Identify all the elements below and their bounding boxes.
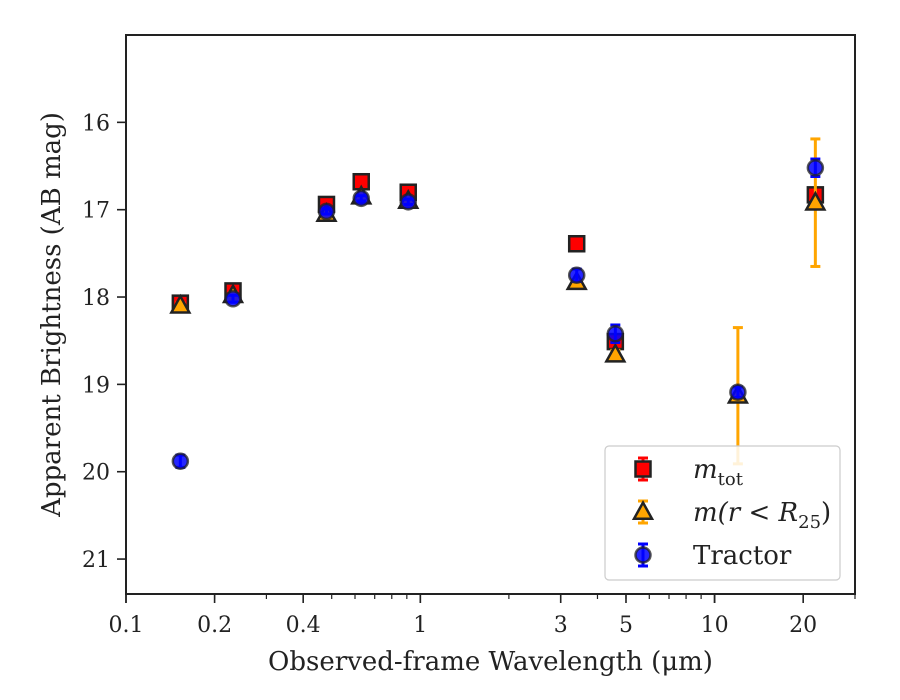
data-marks: [169, 137, 827, 470]
y-tick-label: 17: [82, 199, 110, 224]
data-point: [606, 324, 625, 343]
legend-label-rest: ): [821, 498, 831, 528]
x-tick-label: 3: [554, 613, 568, 638]
y-tick-label: 16: [82, 111, 110, 136]
x-tick-label: 0.1: [109, 613, 144, 638]
legend-label-subscript: tot: [718, 469, 744, 490]
x-axis: 0.1 0.2 0.4 1 3 5 10 20: [109, 594, 856, 638]
x-tick-label: 5: [619, 613, 633, 638]
y-axis-label: Apparent Brightness (AB mag): [37, 112, 67, 518]
legend-marker: [631, 499, 655, 520]
data-point: [171, 452, 190, 470]
x-axis-label: Observed-frame Wavelength (μm): [268, 647, 713, 677]
x-tick-label: 1: [413, 613, 427, 638]
y-tick-label: 20: [82, 461, 110, 486]
y-axis: 16 17 18 19 20 21: [82, 111, 126, 573]
x-tick-label: 20: [789, 613, 817, 638]
x-tick-label: 10: [701, 613, 729, 638]
legend-marker: [634, 546, 652, 564]
data-point: [317, 202, 336, 221]
data-point: [567, 235, 586, 253]
data-point: [806, 159, 825, 177]
legend-label-main: m: [693, 455, 718, 485]
x-tick-label: 0.2: [197, 613, 232, 638]
legend-marker: [634, 460, 652, 478]
data-point: [729, 383, 747, 401]
legend-label: Tractor: [693, 541, 792, 571]
y-tick-label: 18: [82, 286, 110, 311]
y-tick-label: 21: [82, 548, 110, 573]
data-point: [567, 266, 586, 284]
legend-label-main: Tractor: [693, 541, 792, 571]
data-point: [604, 342, 627, 363]
data-point: [352, 189, 370, 208]
legend-label-main: m(r < R: [693, 498, 798, 528]
legend-box: [604, 445, 841, 581]
y-tick-label: 19: [82, 373, 110, 398]
x-tick-label: 0.4: [286, 613, 321, 638]
legend-label: mtot: [693, 455, 744, 490]
legend: mtot m(r < R25) Tractor: [604, 445, 841, 581]
series-circle: [171, 157, 825, 470]
data-point: [399, 193, 417, 211]
legend-label-subscript: 25: [798, 512, 821, 533]
legend-label: m(r < R25): [693, 498, 831, 533]
data-point: [169, 293, 192, 314]
data-point: [224, 290, 242, 308]
data-point: [804, 190, 827, 211]
